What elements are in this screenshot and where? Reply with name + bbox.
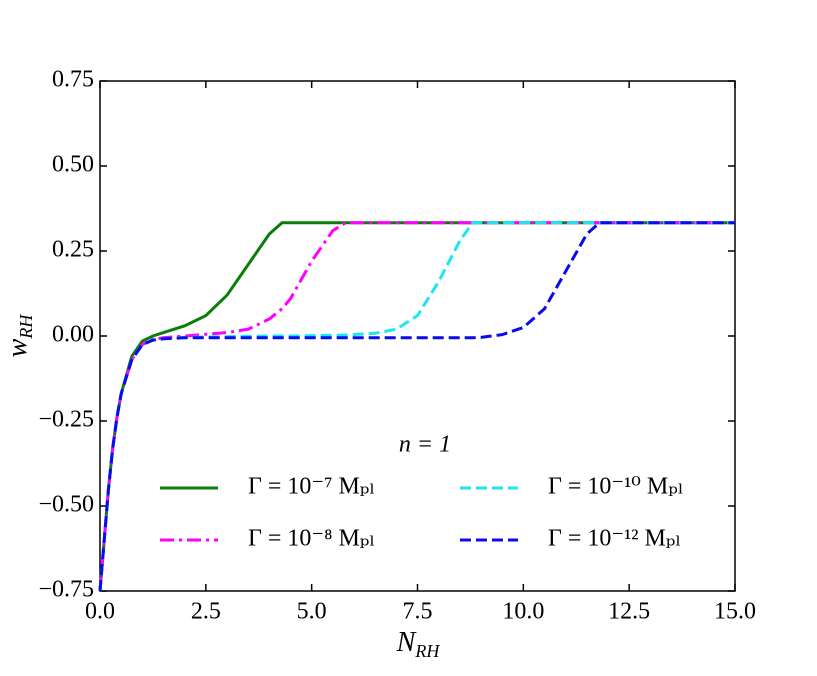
y-tick-label: 0.00	[52, 322, 94, 348]
y-tick-label: −0.75	[38, 577, 94, 603]
legend-label: Γ = 10⁻¹² Mₚₗ	[548, 526, 681, 552]
y-label-sub: RH	[16, 314, 36, 340]
series-line	[98, 221, 735, 592]
x-tick-label: 5.0	[297, 599, 327, 625]
y-label-main: w	[2, 338, 33, 357]
legend-label: Γ = 10⁻¹⁰ Mₚₗ	[548, 474, 684, 500]
y-tick-label: 0.75	[52, 67, 94, 93]
series-line	[98, 221, 735, 592]
series-line	[98, 221, 735, 592]
y-tick-label: −0.25	[38, 407, 94, 433]
x-label-sub: RH	[414, 641, 440, 661]
x-axis-label: NRH	[396, 627, 441, 661]
legend-label: Γ = 10⁻⁷ Mₚₗ	[248, 474, 375, 500]
x-tick-label: 7.5	[403, 599, 433, 625]
legend-title: n = 1	[399, 432, 451, 458]
y-axis-label: wRH	[2, 314, 36, 358]
x-tick-label: 2.5	[191, 599, 221, 625]
x-tick-label: 12.5	[608, 599, 650, 625]
y-tick-label: −0.50	[38, 492, 94, 518]
x-tick-label: 15.0	[714, 599, 756, 625]
x-label-main: N	[396, 627, 417, 658]
legend-label: Γ = 10⁻⁸ Mₚₗ	[248, 526, 375, 552]
x-tick-label: 0.0	[85, 599, 115, 625]
y-tick-label: 0.50	[52, 152, 94, 178]
x-tick-label: 10.0	[502, 599, 544, 625]
y-tick-label: 0.25	[52, 237, 94, 263]
